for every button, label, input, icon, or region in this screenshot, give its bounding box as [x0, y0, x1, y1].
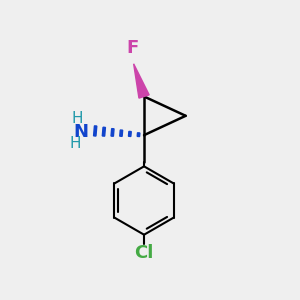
Text: F: F	[126, 39, 138, 57]
Text: H: H	[69, 136, 81, 151]
Polygon shape	[111, 129, 114, 136]
Text: N: N	[74, 123, 88, 141]
Text: Cl: Cl	[134, 244, 154, 262]
Polygon shape	[137, 133, 140, 136]
Polygon shape	[128, 131, 131, 136]
Polygon shape	[120, 130, 123, 136]
Polygon shape	[102, 127, 105, 136]
Polygon shape	[94, 126, 97, 136]
Text: H: H	[71, 111, 83, 126]
Polygon shape	[134, 64, 149, 98]
